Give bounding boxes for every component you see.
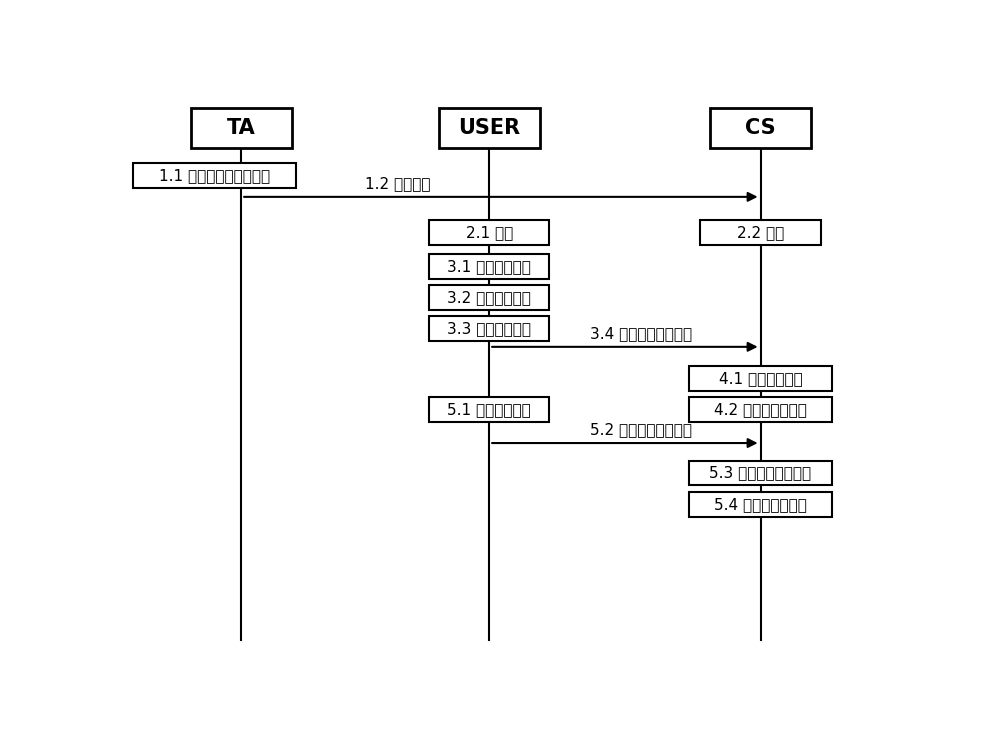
Text: 5.3 定位患者活动轨迹: 5.3 定位患者活动轨迹 <box>709 465 812 481</box>
Bar <box>689 461 832 486</box>
Bar <box>689 492 832 517</box>
Text: 4.2 构造社会活动图: 4.2 构造社会活动图 <box>714 402 807 417</box>
Text: 3.1 收集个人信息: 3.1 收集个人信息 <box>447 259 531 274</box>
Bar <box>689 397 832 422</box>
Text: 5.1 生成患者报告: 5.1 生成患者报告 <box>447 402 531 417</box>
Bar <box>439 108 540 148</box>
Text: 1.2 发布参数: 1.2 发布参数 <box>365 176 431 191</box>
Text: CS: CS <box>745 118 776 138</box>
Text: 2.2 注册: 2.2 注册 <box>737 225 784 240</box>
Text: 5.2 发送患者活动位置: 5.2 发送患者活动位置 <box>590 423 692 437</box>
Text: 4.1 验证轨迹报告: 4.1 验证轨迹报告 <box>719 371 802 386</box>
Bar <box>710 108 811 148</box>
Text: 3.4 发送个人轨迹报告: 3.4 发送个人轨迹报告 <box>590 326 692 341</box>
Text: TA: TA <box>227 118 256 138</box>
Bar <box>689 366 832 391</box>
Text: 3.2 生成活动报告: 3.2 生成活动报告 <box>447 290 531 305</box>
Bar <box>191 108 292 148</box>
Bar <box>700 220 821 245</box>
Bar <box>133 163 296 188</box>
Text: 5.4 搜索密切接触者: 5.4 搜索密切接触者 <box>714 497 807 512</box>
Text: USER: USER <box>458 118 520 138</box>
Text: 3.3 生成轨迹报告: 3.3 生成轨迹报告 <box>447 321 531 336</box>
Bar <box>429 397 549 422</box>
Bar <box>429 316 549 341</box>
Bar <box>429 285 549 310</box>
Bar <box>429 254 549 279</box>
Text: 2.1 注册: 2.1 注册 <box>466 225 513 240</box>
Text: 1.1 生成系统参数和密钥: 1.1 生成系统参数和密钥 <box>159 168 270 184</box>
Bar <box>429 220 549 245</box>
